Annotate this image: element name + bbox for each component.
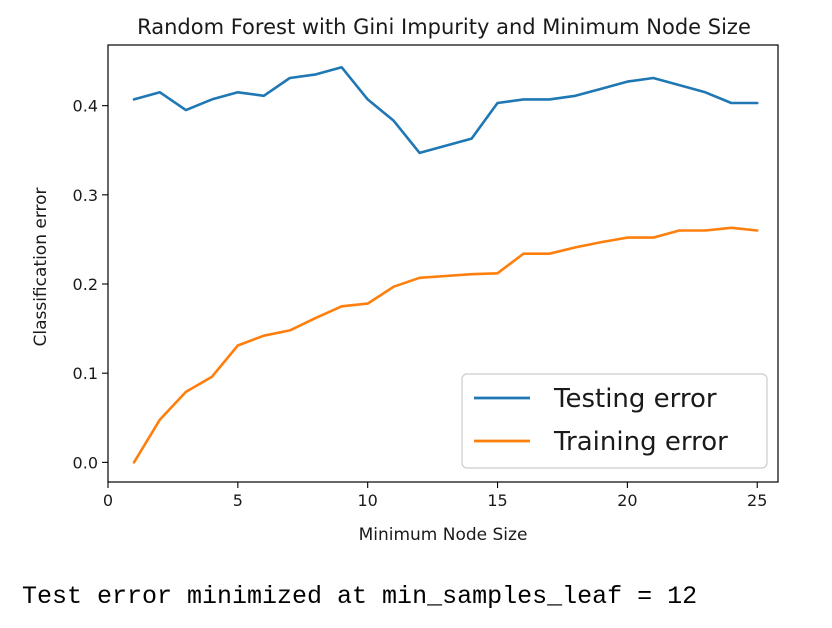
x-axis: 0 5 10 15 20 25 — [103, 482, 767, 510]
x-tick-label: 5 — [233, 491, 243, 510]
x-tick-label: 20 — [617, 491, 637, 510]
output-text: Test error minimized at min_samples_leaf… — [22, 582, 698, 611]
chart-title: Random Forest with Gini Impurity and Min… — [137, 15, 751, 39]
line-chart: Random Forest with Gini Impurity and Min… — [31, 15, 779, 545]
y-tick-label: 0.4 — [73, 97, 98, 116]
legend: Testing error Training error — [461, 373, 768, 469]
y-tick-label: 0.1 — [73, 364, 98, 383]
x-tick-label: 10 — [358, 491, 378, 510]
y-tick-label: 0.3 — [73, 186, 98, 205]
y-tick-label: 0.2 — [73, 275, 98, 294]
plot-frame — [107, 44, 779, 483]
y-axis-label: Classification error — [31, 187, 51, 346]
x-tick-label: 25 — [747, 491, 767, 510]
y-axis: 0.0 0.1 0.2 0.3 0.4 — [73, 97, 108, 472]
x-tick-label: 0 — [103, 491, 113, 510]
legend-frame — [461, 373, 768, 469]
testing-error-line — [132, 66, 759, 155]
y-tick-label: 0.0 — [73, 453, 98, 472]
x-axis-label: Minimum Node Size — [359, 525, 528, 545]
x-tick-label: 15 — [487, 491, 507, 510]
series-layer — [132, 66, 759, 464]
testing-error-legend-label: Testing error — [553, 384, 717, 414]
training-error-line — [132, 226, 759, 464]
training-error-legend-label: Training error — [553, 427, 728, 457]
